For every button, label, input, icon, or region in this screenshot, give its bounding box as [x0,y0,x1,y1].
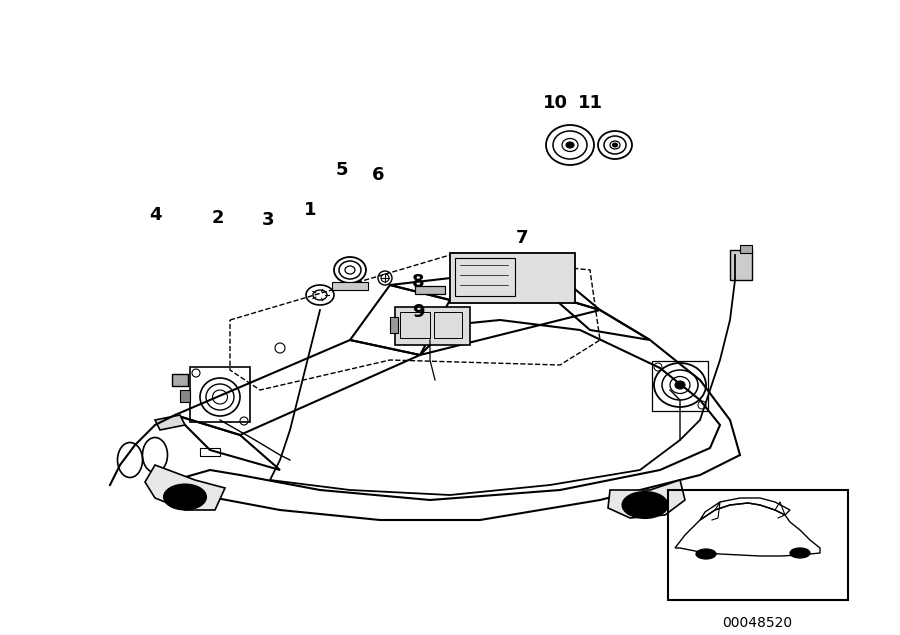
Polygon shape [155,415,185,430]
Text: 1: 1 [304,201,316,219]
Bar [390,317,398,333]
Text: 10: 10 [543,94,568,112]
Polygon shape [145,465,225,510]
Text: 5: 5 [336,161,348,179]
Ellipse shape [790,548,810,558]
Bar [652,361,708,411]
Ellipse shape [566,142,574,148]
Bar [740,245,752,253]
Polygon shape [332,282,368,290]
Text: 00048520: 00048520 [722,616,792,630]
Ellipse shape [634,498,656,512]
Ellipse shape [623,492,668,518]
Ellipse shape [613,143,617,147]
Bar [400,312,430,338]
Text: 7: 7 [516,229,528,247]
Text: 4: 4 [148,206,161,224]
Bar [172,374,188,386]
Bar [190,367,250,422]
Text: 11: 11 [578,94,602,112]
Bar [455,258,515,296]
Bar [200,448,220,456]
Text: 9: 9 [412,303,424,321]
Text: 8: 8 [411,273,424,291]
Text: 6: 6 [372,166,384,184]
Ellipse shape [175,491,195,503]
Bar [415,286,445,294]
Bar [180,390,190,402]
Text: 3: 3 [262,211,274,229]
Ellipse shape [675,381,685,389]
Bar [668,490,848,600]
Bar [434,312,462,338]
Bar [450,253,575,303]
Ellipse shape [696,549,716,559]
Bar [730,250,752,280]
Bar [395,307,470,345]
Polygon shape [608,480,685,518]
Text: 2: 2 [212,209,224,227]
Ellipse shape [164,485,206,509]
